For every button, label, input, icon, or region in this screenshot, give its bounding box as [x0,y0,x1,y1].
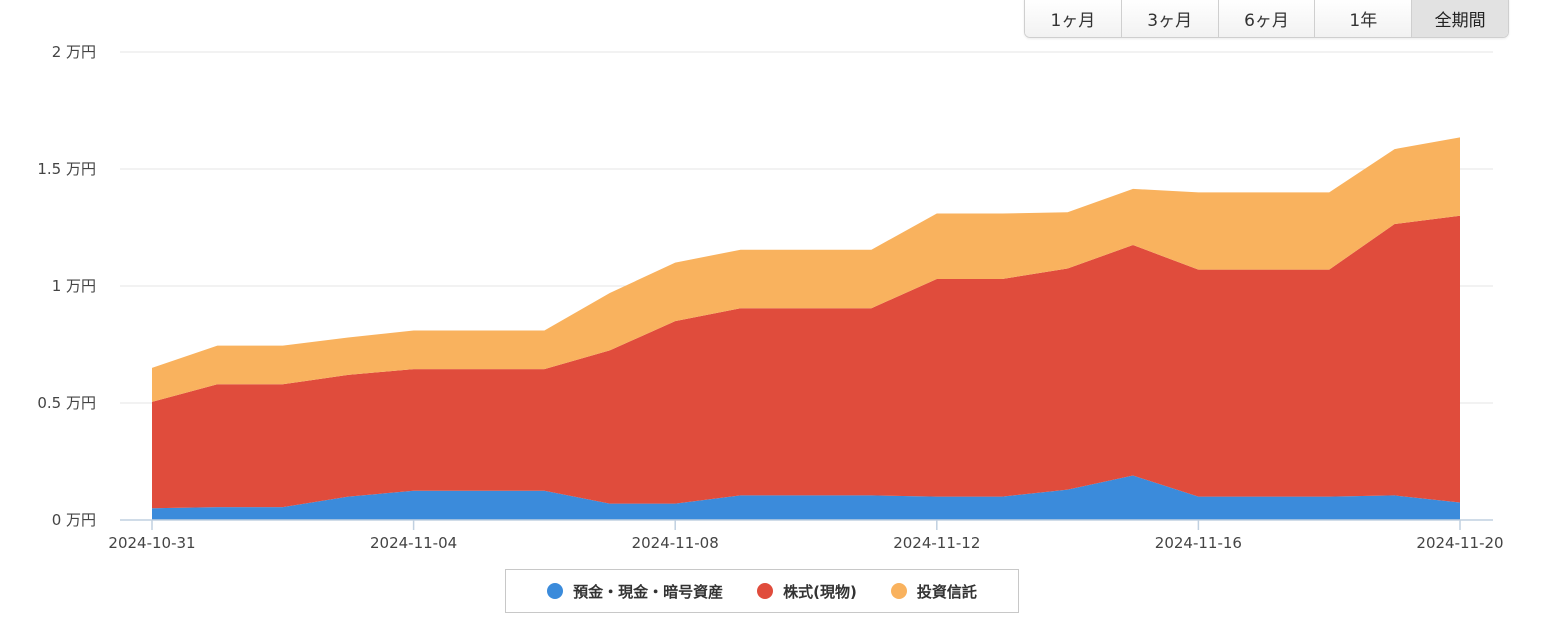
y-tick-label: 0.5 万円 [37,394,96,412]
y-tick-label: 2 万円 [52,43,96,61]
legend-item-funds[interactable]: 投資信託 [890,581,977,602]
range-button-1-year[interactable]: 1年 [1315,0,1413,37]
range-button-all-time[interactable]: 全期間 [1412,0,1508,37]
x-tick-label: 2024-11-12 [893,534,980,552]
area-series-0[interactable] [152,475,1460,520]
axes: 0 万円 0.5 万円 1 万円 1.5 万円 2 万円 2024-10-31 2024-1… [37,43,1503,552]
legend-label-funds: 投資信託 [916,582,977,601]
range-button-6-months[interactable]: 6ヶ月 [1218,0,1316,37]
x-tick-label: 2024-10-31 [108,534,195,552]
legend-swatch-funds [890,583,907,599]
x-tick-label: 2024-11-16 [1155,534,1242,552]
legend-label-deposits: 預金・現金・暗号資産 [573,582,724,601]
area-series-2[interactable] [152,137,1460,402]
y-tick-label: 1.5 万円 [37,160,96,178]
legend-swatch-deposits [547,583,564,599]
area-series-group [152,137,1460,520]
y-tick-label: 0 万円 [52,511,96,529]
range-button-3-months[interactable]: 3ヶ月 [1121,0,1219,37]
range-button-1-month[interactable]: 1ヶ月 [1025,0,1122,37]
time-range-selector: 1ヶ月 3ヶ月 6ヶ月 1年 全期間 [1024,0,1509,38]
legend-swatch-stocks [757,583,774,599]
legend-label-stocks: 株式(現物) [783,582,857,601]
legend-item-stocks[interactable]: 株式(現物) [757,581,857,602]
chart-legend: 預金・現金・暗号資産 株式(現物) 投資信託 [505,569,1019,613]
x-tick-label: 2024-11-04 [370,534,457,552]
legend-item-deposits[interactable]: 預金・現金・暗号資産 [547,581,723,602]
x-tick-label: 2024-11-20 [1416,534,1503,552]
area-series-1[interactable] [152,215,1460,509]
y-tick-label: 1 万円 [52,277,96,295]
x-tick-label: 2024-11-08 [632,534,719,552]
